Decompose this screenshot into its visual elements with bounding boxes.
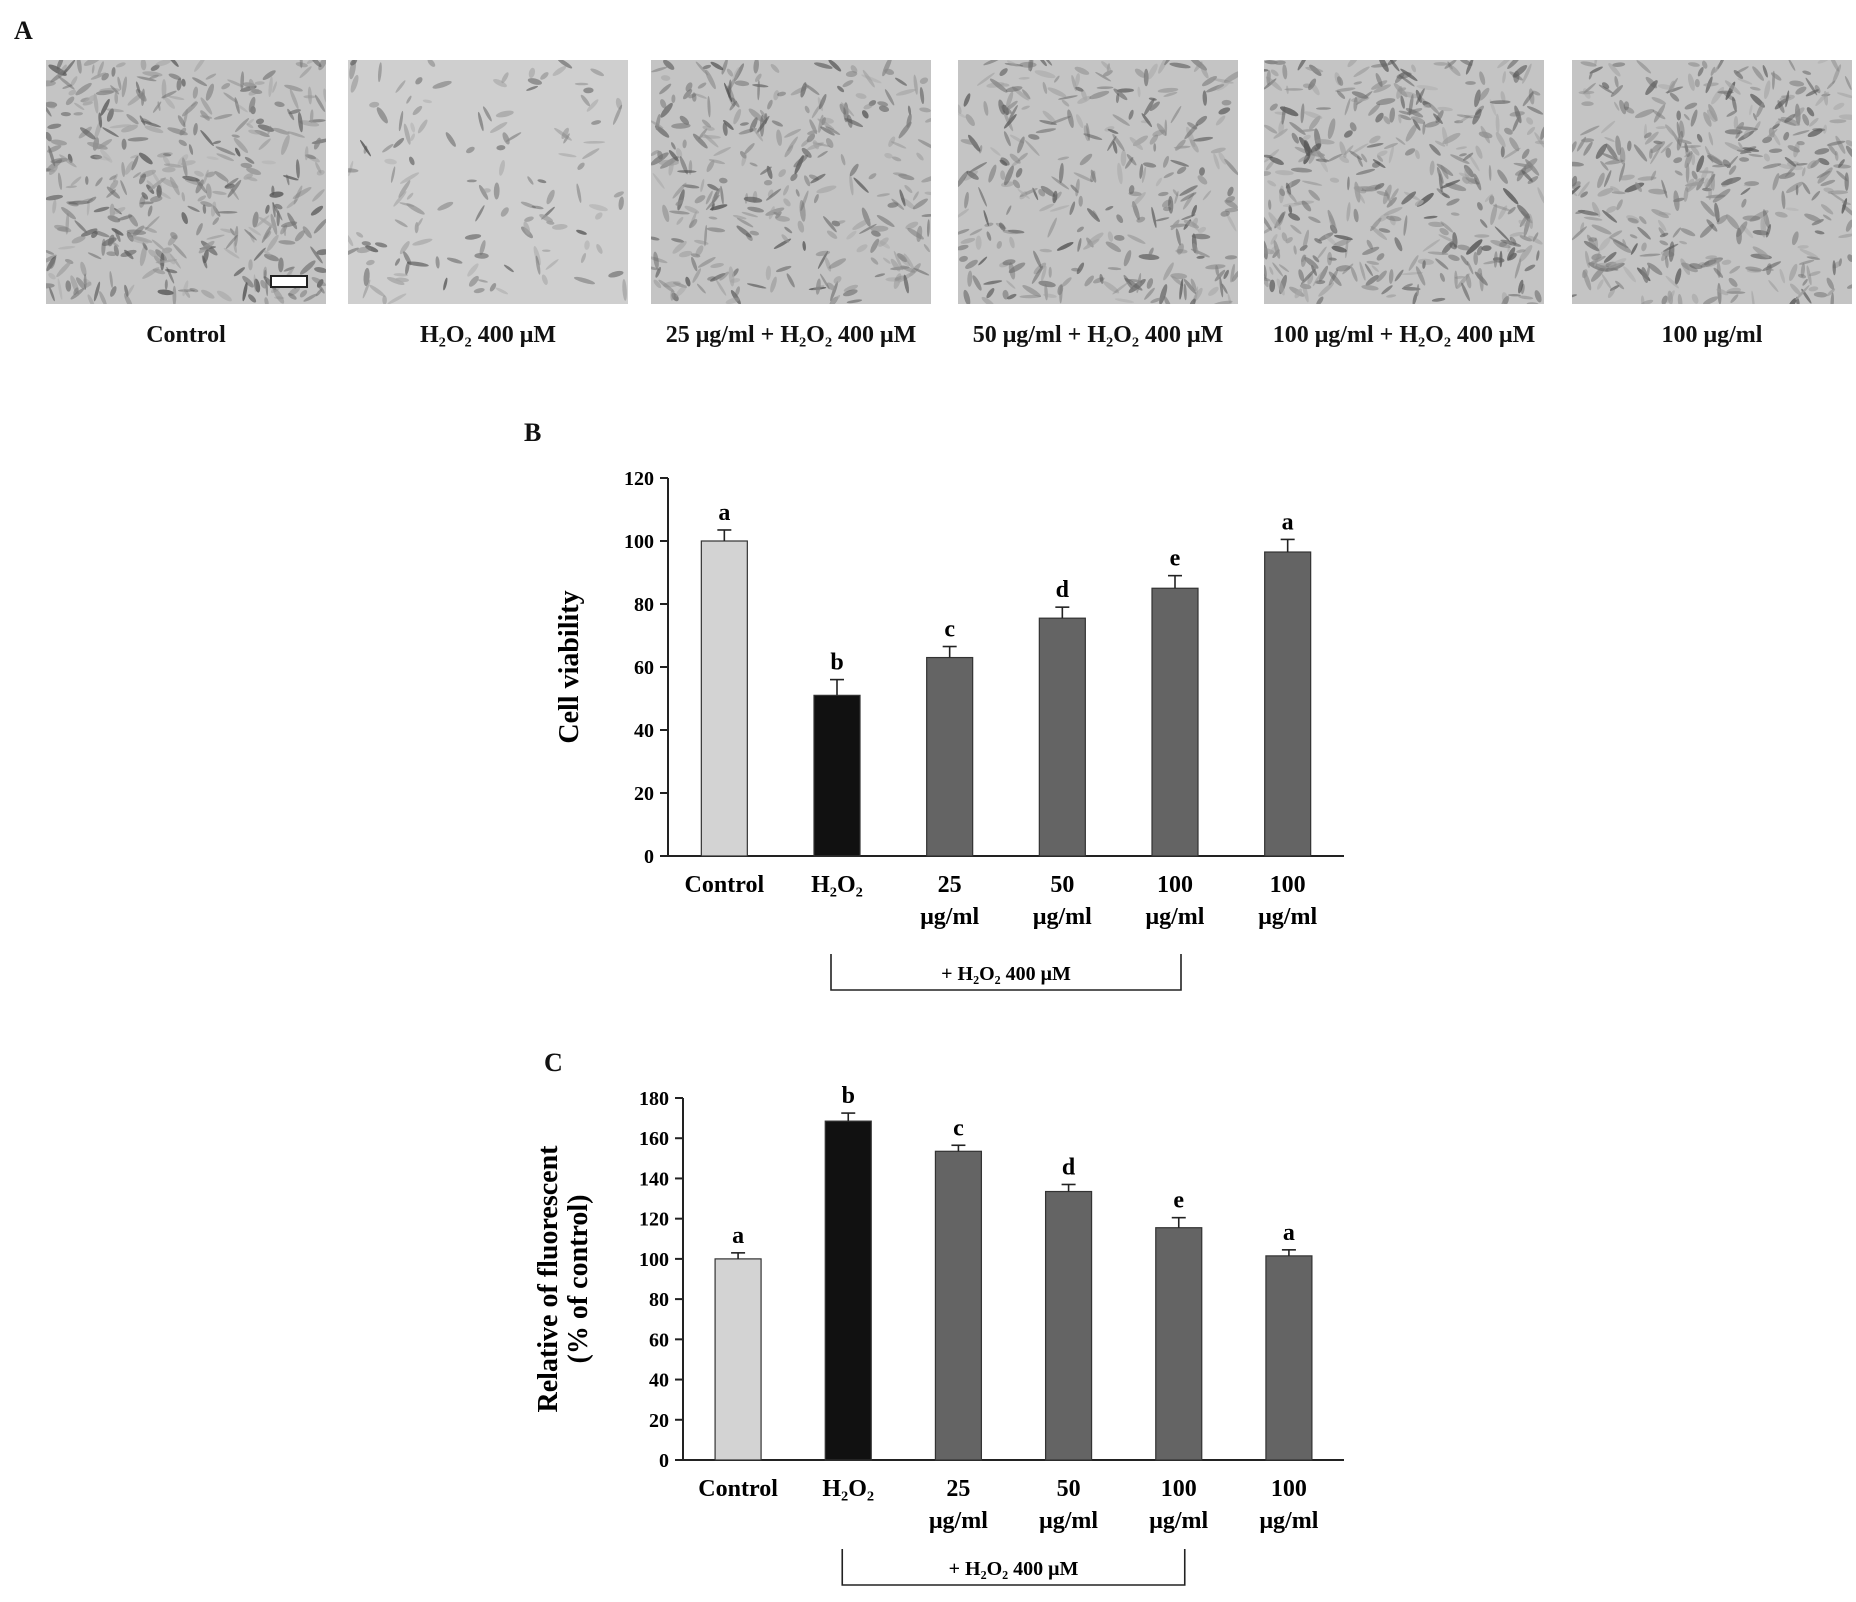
bar-1 xyxy=(714,1258,762,1461)
x-tick-label: μg/ml xyxy=(1149,1508,1208,1534)
significance-letter-5: e xyxy=(1173,1188,1184,1214)
micrograph-caption-3: 25 μg/ml + H₂O₂ 400 μM xyxy=(665,322,917,348)
treatment-bracket xyxy=(841,1549,1186,1586)
x-tick-label: μg/ml xyxy=(1258,904,1317,930)
significance-letter-2: b xyxy=(830,650,843,676)
y-axis-label: (% of control) xyxy=(563,1195,594,1364)
x-tick-label: 50 xyxy=(1057,1476,1081,1502)
treatment-bracket-label: + H₂O₂ 400 μM xyxy=(941,963,1071,985)
bar-4 xyxy=(1038,617,1086,857)
micrograph-caption-4: 50 μg/ml + H₂O₂ 400 μM xyxy=(972,322,1224,348)
significance-letter-2: b xyxy=(842,1083,855,1109)
micrograph-caption-5: 100 μg/ml + H₂O₂ 400 μM xyxy=(1272,322,1536,348)
y-tick-label: 160 xyxy=(639,1128,669,1150)
y-tick-label: 120 xyxy=(624,468,654,490)
y-tick-label: 80 xyxy=(649,1289,669,1311)
panel-label-b: B xyxy=(524,418,542,447)
significance-letter-5: e xyxy=(1170,546,1181,572)
micrograph-caption-2: H₂O₂ 400 μM xyxy=(420,322,556,348)
bar-5 xyxy=(1151,587,1199,857)
treatment-bracket-label: + H₂O₂ 400 μM xyxy=(949,1558,1079,1580)
bar-4 xyxy=(1044,1190,1093,1461)
x-tick-label: H₂O₂ xyxy=(811,872,863,898)
x-tick-label: 25 xyxy=(946,1476,970,1502)
micrograph-5 xyxy=(1264,60,1544,304)
significance-letter-3: c xyxy=(953,1115,964,1141)
bar-3 xyxy=(926,656,974,857)
y-tick-label: 0 xyxy=(659,1450,669,1472)
bar-3 xyxy=(934,1150,983,1461)
x-tick-label: Control xyxy=(698,1476,778,1502)
micrograph-6 xyxy=(1572,60,1852,304)
bar-6 xyxy=(1265,1255,1313,1461)
micrograph-4 xyxy=(958,60,1238,304)
x-tick-label: 100 xyxy=(1271,1476,1307,1502)
x-tick-label: 100 xyxy=(1157,872,1193,898)
scale-bar xyxy=(270,275,308,288)
significance-letter-6: a xyxy=(1282,509,1294,535)
x-tick-label: 25 xyxy=(938,872,962,898)
x-tick-label: 100 xyxy=(1161,1476,1197,1502)
panel-label-a: A xyxy=(14,16,33,45)
significance-letter-6: a xyxy=(1283,1220,1295,1246)
y-tick-label: 40 xyxy=(649,1370,669,1392)
bar-5 xyxy=(1155,1227,1203,1461)
y-tick-label: 60 xyxy=(634,657,654,679)
x-tick-label: μg/ml xyxy=(1039,1508,1098,1534)
bar-1 xyxy=(700,540,748,857)
y-axis-label: Relative of fluorescent xyxy=(533,1145,564,1413)
bar-2 xyxy=(824,1120,872,1461)
y-axis-label: Cell viability xyxy=(554,590,585,743)
y-tick-label: 140 xyxy=(639,1168,669,1190)
micrograph-caption-6: 100 μg/ml xyxy=(1661,322,1763,348)
micrograph-caption-1: Control xyxy=(146,322,226,348)
panel-label-c: C xyxy=(544,1048,563,1077)
y-tick-label: 180 xyxy=(639,1088,669,1110)
significance-letter-1: a xyxy=(732,1223,744,1249)
y-tick-label: 80 xyxy=(634,594,654,616)
micrograph-3 xyxy=(651,60,931,304)
significance-letter-3: c xyxy=(944,617,955,643)
x-tick-label: μg/ml xyxy=(1259,1508,1318,1534)
bar-6 xyxy=(1264,551,1312,857)
y-tick-label: 100 xyxy=(639,1249,669,1271)
y-tick-label: 20 xyxy=(649,1410,669,1432)
micrograph-1 xyxy=(46,60,326,304)
significance-letter-1: a xyxy=(718,500,730,526)
bar-2 xyxy=(813,694,861,857)
x-tick-label: μg/ml xyxy=(929,1508,988,1534)
y-tick-label: 100 xyxy=(624,531,654,553)
significance-letter-4: d xyxy=(1062,1154,1076,1180)
significance-letter-4: d xyxy=(1056,577,1070,603)
micrograph-2 xyxy=(348,60,628,304)
y-tick-label: 0 xyxy=(644,846,654,868)
x-tick-label: μg/ml xyxy=(920,904,979,930)
treatment-bracket xyxy=(830,954,1182,991)
y-tick-label: 60 xyxy=(649,1329,669,1351)
y-tick-label: 120 xyxy=(639,1209,669,1231)
x-tick-label: 50 xyxy=(1050,872,1074,898)
x-tick-label: 100 xyxy=(1270,872,1306,898)
x-tick-label: μg/ml xyxy=(1033,904,1092,930)
y-tick-label: 40 xyxy=(634,720,654,742)
x-tick-label: Control xyxy=(685,872,765,898)
x-tick-label: H₂O₂ xyxy=(822,1476,874,1502)
y-tick-label: 20 xyxy=(634,783,654,805)
x-tick-label: μg/ml xyxy=(1146,904,1205,930)
